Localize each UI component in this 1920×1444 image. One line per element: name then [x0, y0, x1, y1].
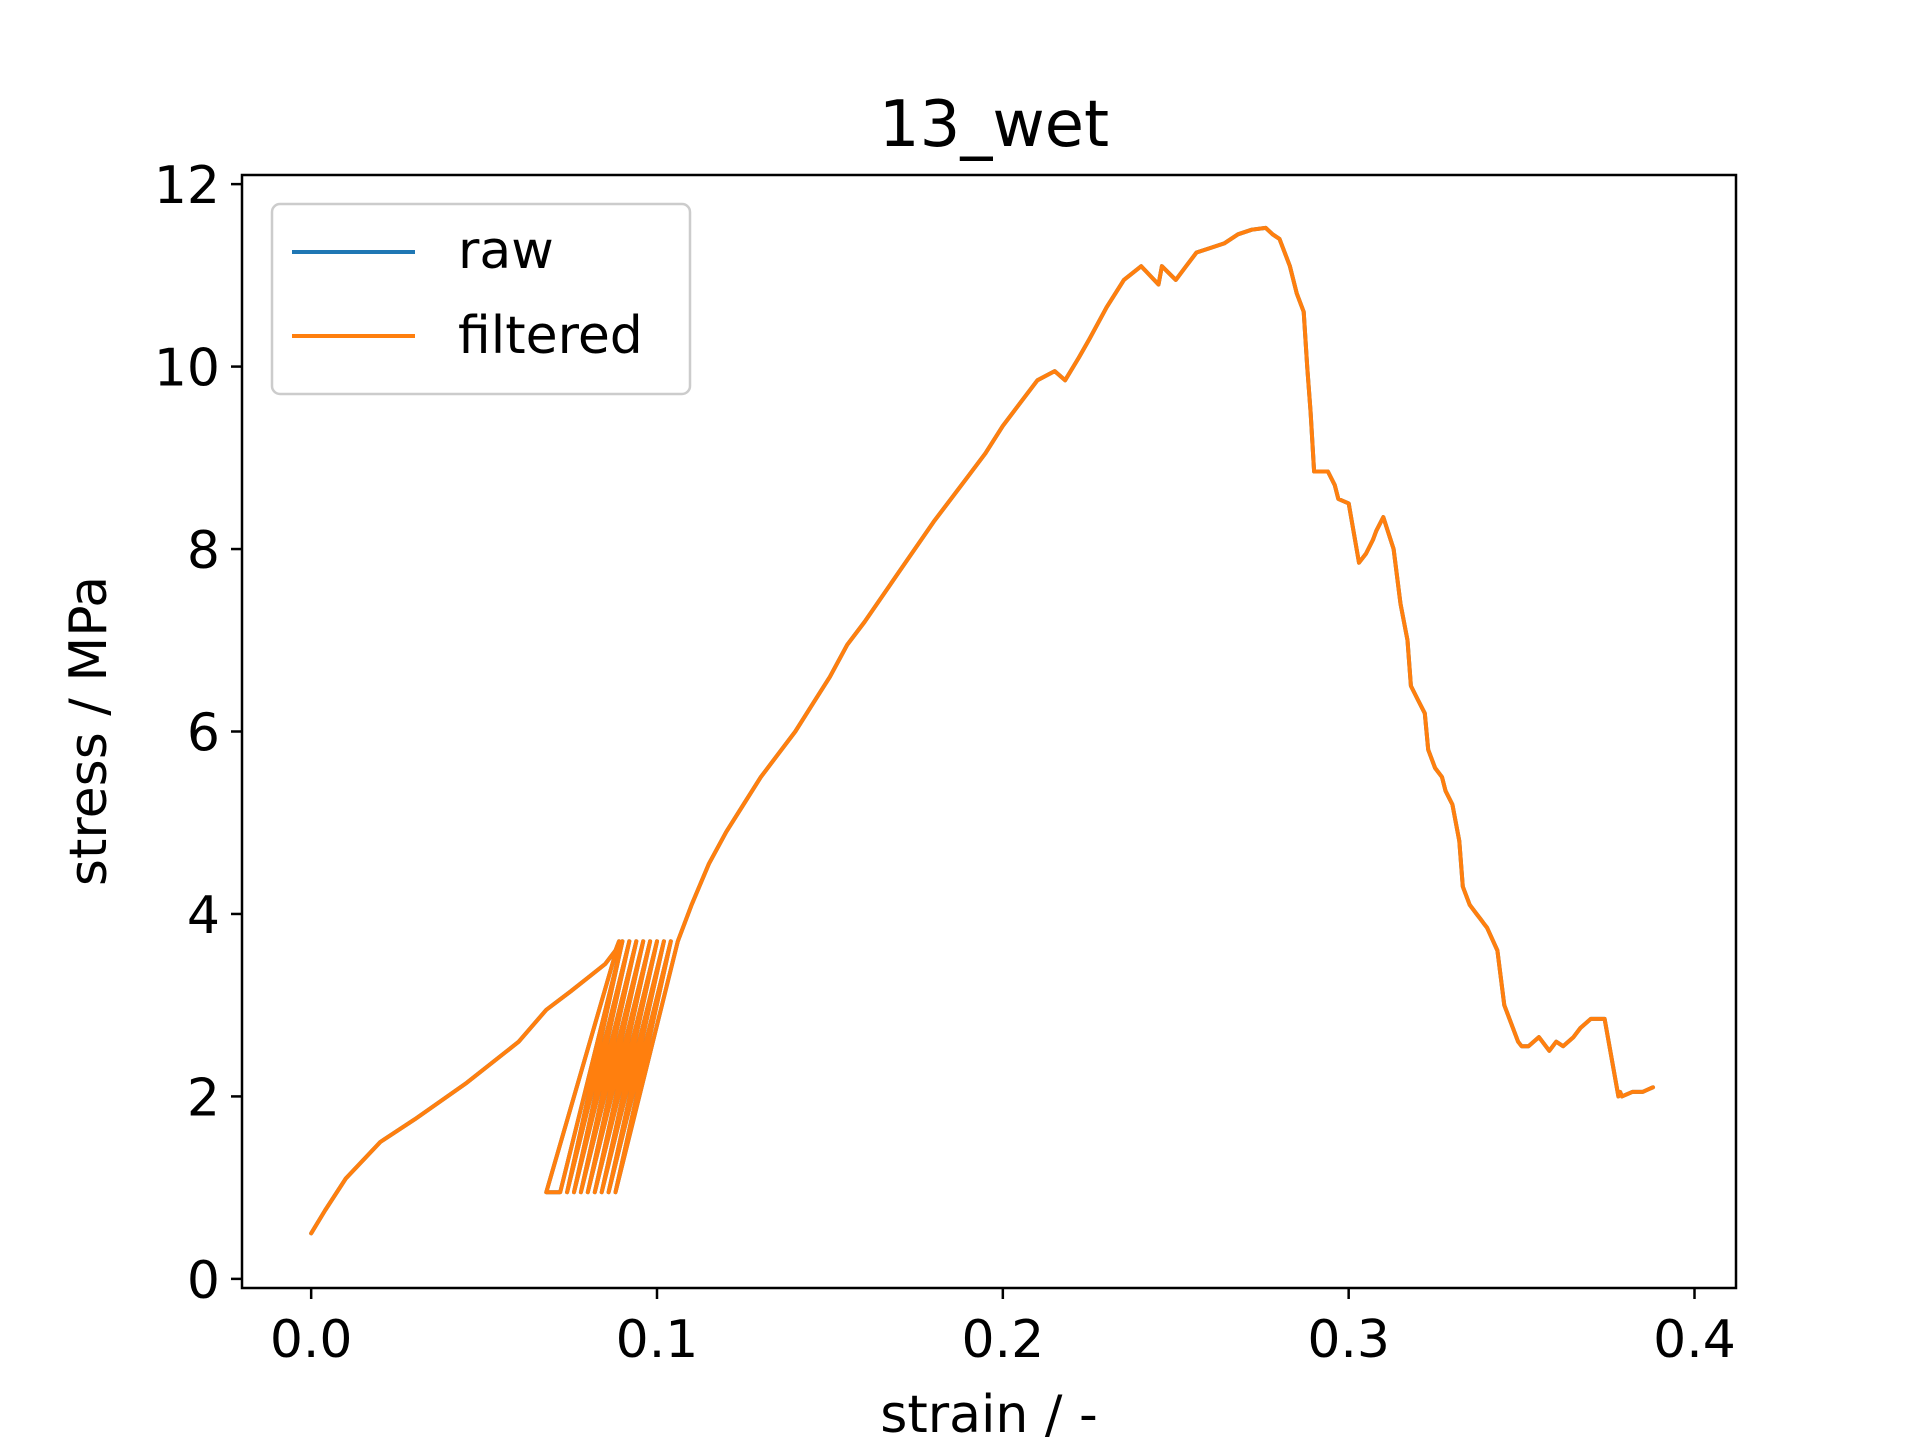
series-line-filtered — [309, 225, 1655, 1236]
x-tick-label: 0.4 — [1653, 1310, 1736, 1370]
legend-label-filtered: filtered — [458, 306, 643, 366]
y-tick-label: 0 — [187, 1251, 220, 1311]
y-tick-label: 6 — [187, 704, 220, 764]
y-axis-label: stress / MPa — [59, 576, 119, 886]
y-tick-label: 10 — [154, 339, 220, 399]
x-axis-ticks: 0.0 0.1 0.2 0.3 0.4 — [270, 1288, 1736, 1370]
x-tick-label: 0.0 — [270, 1310, 353, 1370]
y-tick-label: 8 — [187, 521, 220, 581]
y-tick-label: 12 — [154, 156, 220, 216]
series-layer — [309, 225, 1655, 1236]
y-tick-label: 2 — [187, 1068, 220, 1128]
legend: raw filtered — [270, 202, 692, 396]
x-tick-label: 0.2 — [961, 1310, 1044, 1370]
x-axis-label: strain / - — [880, 1385, 1097, 1440]
x-tick-label: 0.3 — [1307, 1310, 1390, 1370]
y-axis-ticks: 0 2 4 6 8 10 12 — [154, 156, 242, 1311]
chart-title: 13_wet — [879, 88, 1109, 162]
y-tick-label: 4 — [187, 886, 220, 946]
x-tick-label: 0.1 — [616, 1310, 699, 1370]
legend-label-raw: raw — [458, 221, 554, 281]
